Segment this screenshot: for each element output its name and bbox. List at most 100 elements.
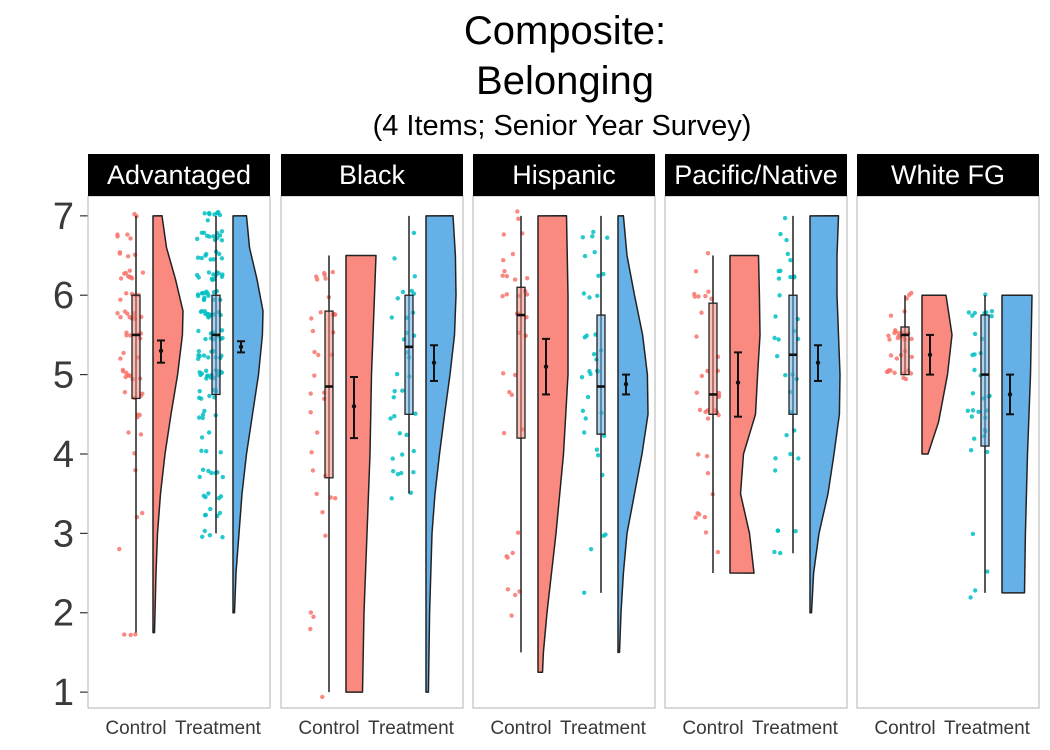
x-tick-label-treatment: Treatment: [560, 718, 647, 739]
data-point: [126, 373, 131, 378]
data-point: [796, 456, 801, 461]
density-cloud: [425, 215, 457, 693]
data-point: [200, 412, 206, 417]
data-point: [583, 416, 588, 421]
facet-strip: [88, 154, 270, 196]
data-point: [694, 334, 699, 339]
data-point: [202, 211, 207, 216]
mean-point: [927, 352, 933, 357]
data-point: [965, 408, 970, 413]
data-point: [515, 209, 520, 214]
data-point: [197, 353, 202, 359]
data-point: [972, 436, 977, 441]
data-point: [776, 337, 781, 342]
density-cloud: [345, 254, 377, 693]
data-point: [793, 529, 798, 534]
box-iqr: [324, 310, 334, 479]
data-point: [985, 569, 990, 574]
data-point: [404, 432, 409, 438]
data-point: [591, 352, 597, 357]
data-point: [516, 216, 521, 221]
data-point: [121, 350, 126, 356]
data-point: [500, 273, 505, 278]
data-point: [972, 352, 977, 357]
y-tick-label: 5: [53, 355, 74, 397]
data-point: [392, 414, 397, 419]
data-point: [778, 231, 783, 237]
data-point: [524, 292, 530, 297]
data-point: [773, 314, 778, 319]
data-point: [788, 451, 793, 457]
facet-strip-label: Black: [339, 160, 406, 190]
data-point: [595, 293, 600, 298]
data-point: [218, 450, 223, 455]
data-point: [504, 274, 510, 279]
data-point: [389, 315, 394, 320]
data-point: [330, 269, 335, 275]
data-point: [200, 467, 206, 472]
data-point: [195, 236, 200, 242]
data-point: [133, 632, 138, 637]
data-point: [195, 292, 201, 297]
data-point: [118, 276, 124, 281]
data-point: [308, 626, 313, 632]
data-point: [312, 373, 317, 378]
data-point: [968, 448, 974, 453]
data-point: [505, 587, 511, 592]
data-point: [122, 271, 127, 276]
facet-strip: [665, 154, 847, 196]
data-point: [693, 515, 698, 520]
data-point: [692, 291, 697, 297]
data-point: [704, 454, 710, 459]
data-point: [500, 294, 505, 299]
data-point: [705, 251, 711, 256]
data-point: [783, 373, 788, 378]
data-point: [983, 292, 988, 297]
facet-strip-label: Hispanic: [512, 160, 616, 190]
data-point: [216, 209, 221, 215]
data-point: [204, 449, 209, 454]
data-point: [901, 375, 906, 381]
data-point: [124, 291, 129, 296]
data-point: [314, 491, 319, 496]
data-point: [122, 390, 128, 395]
density-cloud: [232, 215, 264, 614]
data-point: [699, 373, 705, 379]
data-point: [217, 251, 222, 257]
data-point: [775, 354, 780, 359]
data-point: [115, 311, 120, 316]
data-point: [204, 368, 209, 373]
data-point: [207, 393, 212, 399]
data-point: [970, 408, 976, 413]
data-point: [695, 511, 700, 516]
data-point: [218, 494, 224, 499]
x-tick-label-treatment: Treatment: [944, 718, 1031, 739]
data-point: [208, 506, 213, 512]
data-point: [394, 371, 400, 377]
y-tick-label: 4: [53, 434, 74, 476]
data-point: [117, 251, 123, 256]
data-point: [512, 277, 518, 282]
data-point: [392, 389, 397, 394]
data-point: [308, 391, 313, 396]
data-point: [395, 296, 400, 301]
data-point: [315, 277, 320, 282]
data-point: [201, 297, 207, 302]
facet-panel: Hispanic Control Treatment: [472, 154, 656, 739]
data-point: [966, 310, 971, 315]
facet-strip-label: Pacific/Native: [674, 160, 838, 190]
x-tick-label-treatment: Treatment: [368, 718, 455, 739]
facet-strip-label: White FG: [891, 160, 1005, 190]
box-iqr: [516, 286, 526, 439]
mean-point: [238, 344, 244, 350]
data-point: [509, 613, 514, 618]
data-point: [316, 352, 321, 358]
mean-point: [158, 348, 164, 353]
data-point: [195, 255, 201, 260]
facet-strip: [857, 154, 1039, 196]
data-point: [703, 530, 709, 535]
x-tick-label-control: Control: [682, 718, 743, 739]
data-point: [140, 510, 145, 516]
data-point: [594, 447, 600, 452]
